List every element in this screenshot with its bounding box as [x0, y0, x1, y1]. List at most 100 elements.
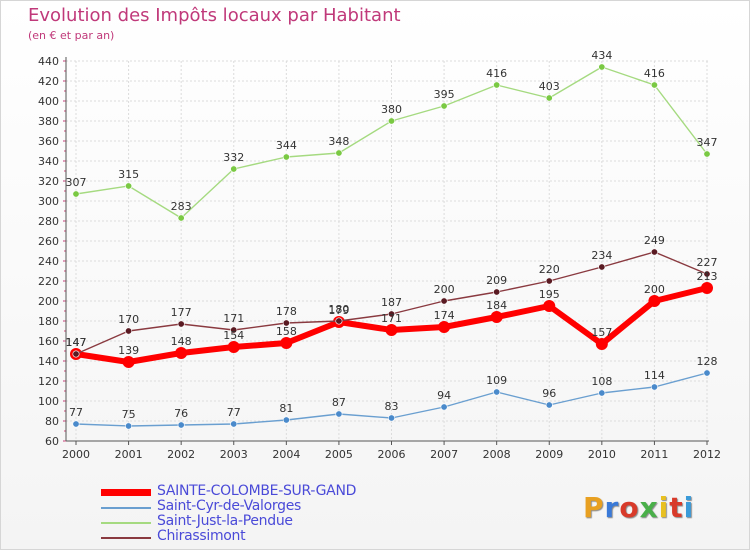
y-tick-label: 160 — [38, 335, 59, 348]
x-tick-label: 2003 — [220, 448, 248, 461]
data-label: 416 — [644, 67, 665, 80]
data-label: 195 — [539, 288, 560, 301]
data-label: 380 — [381, 103, 402, 116]
data-label: 184 — [486, 299, 507, 312]
data-label: 114 — [644, 369, 665, 382]
data-point — [703, 369, 711, 377]
data-label: 177 — [171, 306, 192, 319]
data-point — [545, 277, 553, 285]
y-tick-label: 60 — [45, 435, 59, 448]
data-point — [598, 389, 606, 397]
data-point — [230, 326, 238, 334]
x-tick-label: 2008 — [483, 448, 511, 461]
x-tick-label: 2005 — [325, 448, 353, 461]
data-point — [543, 300, 556, 312]
data-labels: 147 139 148 154 158 179 171 174 184 195 157 200 213 7… — [66, 49, 718, 421]
data-label: 147 — [66, 336, 87, 349]
data-point — [177, 421, 185, 429]
data-point — [598, 263, 606, 271]
y-tick-label: 440 — [38, 55, 59, 68]
data-label: 234 — [591, 249, 612, 262]
data-label: 158 — [276, 325, 297, 338]
data-label: 139 — [118, 344, 139, 357]
data-point — [282, 319, 290, 327]
x-tick-label: 2001 — [115, 448, 143, 461]
data-label: 109 — [486, 374, 507, 387]
x-tick-label: 2010 — [588, 448, 616, 461]
data-point — [125, 422, 133, 430]
data-label: 178 — [276, 305, 297, 318]
y-tick-label: 220 — [38, 275, 59, 288]
data-label: 344 — [276, 139, 297, 152]
data-point — [175, 347, 188, 359]
series-lines — [70, 63, 713, 430]
data-label: 96 — [542, 387, 556, 400]
data-label: 147 — [66, 336, 87, 349]
data-point — [282, 153, 290, 161]
data-point — [701, 282, 713, 294]
data-point — [72, 190, 80, 198]
data-label: 148 — [171, 335, 192, 348]
y-tick-label: 260 — [38, 235, 59, 248]
logo-letter: t — [669, 491, 684, 524]
data-point — [648, 295, 661, 307]
y-tick-label: 340 — [38, 155, 59, 168]
logo-letter: o — [619, 491, 640, 524]
data-point — [598, 63, 606, 71]
data-point — [335, 317, 343, 325]
data-point — [440, 297, 448, 305]
x-tick-label: 2004 — [272, 448, 300, 461]
data-label: 179 — [328, 304, 349, 317]
legend-label: SAINTE-COLOMBE-SUR-GAND — [157, 483, 357, 499]
data-point — [595, 338, 608, 350]
logo-letter: i — [658, 491, 670, 524]
data-point — [177, 320, 185, 328]
data-label: 348 — [328, 135, 349, 148]
x-tick-label: 2006 — [378, 448, 406, 461]
data-point — [650, 81, 658, 89]
x-tick-label: 2007 — [430, 448, 458, 461]
x-tick-label: 2000 — [62, 448, 90, 461]
legend-label: Saint-Just-la-Pendue — [157, 513, 293, 529]
data-label: 94 — [437, 389, 451, 402]
data-point — [440, 102, 448, 110]
data-point — [493, 288, 501, 296]
data-label: 220 — [539, 263, 560, 276]
data-label: 200 — [434, 283, 455, 296]
legend-label: Chirassimont — [157, 528, 246, 544]
data-point — [335, 410, 343, 418]
data-point — [387, 414, 395, 422]
data-label: 174 — [434, 309, 455, 322]
data-point — [385, 324, 398, 336]
data-point — [125, 182, 133, 190]
y-tick-label: 360 — [38, 135, 59, 148]
y-tick-label: 80 — [45, 415, 59, 428]
data-label: 87 — [332, 396, 346, 409]
data-label: 170 — [118, 313, 139, 326]
y-tick-label: 420 — [38, 75, 59, 88]
data-point — [177, 214, 185, 222]
y-tick-label: 400 — [38, 95, 59, 108]
data-label: 213 — [697, 270, 718, 283]
x-tick-label: 2009 — [535, 448, 563, 461]
data-point — [387, 117, 395, 125]
data-label: 75 — [122, 408, 136, 421]
data-label: 403 — [539, 80, 560, 93]
y-tick-label: 180 — [38, 315, 59, 328]
y-tick-label: 380 — [38, 115, 59, 128]
data-point — [335, 149, 343, 157]
x-tick-label: 2002 — [167, 448, 195, 461]
y-tick-label: 300 — [38, 195, 59, 208]
data-label: 157 — [591, 326, 612, 339]
data-point — [282, 416, 290, 424]
data-point — [545, 94, 553, 102]
data-label: 347 — [697, 136, 718, 149]
proxiti-logo: Proxiti — [583, 491, 694, 524]
data-label: 187 — [381, 296, 402, 309]
data-label: 283 — [171, 200, 192, 213]
x-tick-label: 2011 — [640, 448, 668, 461]
logo-letter: x — [639, 491, 659, 524]
data-label: 128 — [697, 355, 718, 368]
data-point — [122, 356, 135, 368]
